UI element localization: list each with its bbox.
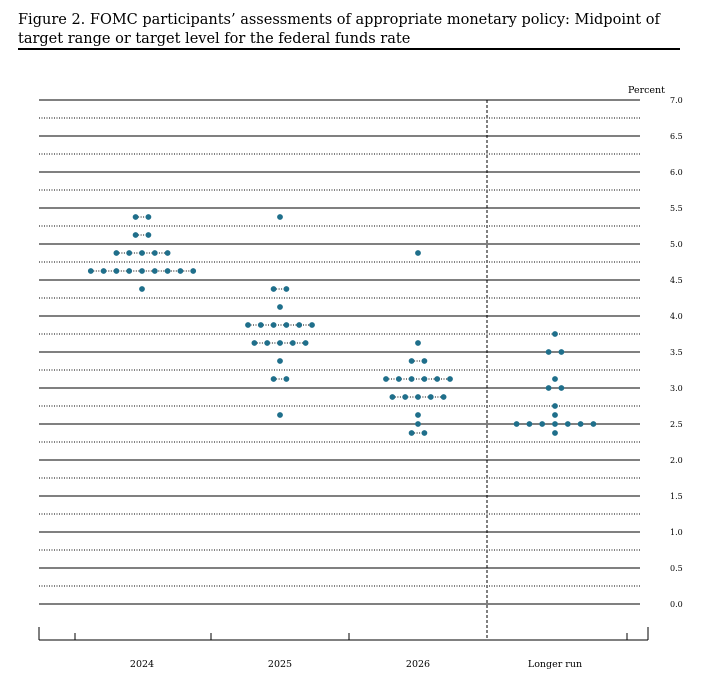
y-tick-label: 5.5 — [670, 204, 683, 213]
participant-dot — [126, 250, 133, 256]
participant-dot — [440, 394, 447, 400]
participant-dot — [558, 349, 565, 355]
y-tick-label: 1.5 — [670, 492, 683, 501]
participant-dot — [145, 214, 152, 220]
participant-dot — [545, 349, 552, 355]
participant-dot — [383, 376, 389, 382]
participant-dot — [270, 322, 277, 328]
participant-dot — [126, 268, 133, 274]
x-category-label: 2025 — [268, 659, 292, 670]
participant-dot — [526, 421, 533, 427]
participant-dot — [421, 376, 428, 382]
participant-dot — [100, 268, 107, 274]
participant-dot — [145, 232, 152, 238]
participant-dot — [402, 394, 409, 400]
participant-dot — [447, 376, 453, 382]
participant-dot — [277, 358, 283, 364]
x-category-label: 2026 — [406, 659, 430, 670]
participant-dot — [415, 412, 421, 418]
participant-dot — [151, 268, 158, 274]
participant-dot — [408, 358, 415, 364]
participant-dot — [164, 250, 171, 256]
participant-dot — [427, 394, 434, 400]
participant-dot — [395, 376, 402, 382]
participant-dot — [539, 421, 546, 427]
y-tick-label: 7.0 — [670, 96, 683, 105]
participant-dot — [552, 331, 558, 337]
participant-dot — [113, 250, 120, 256]
participant-dot — [87, 268, 94, 274]
participant-dot — [164, 268, 171, 274]
participant-dot — [139, 286, 145, 292]
y-tick-label: 6.0 — [670, 168, 683, 177]
participant-dot — [151, 250, 158, 256]
participant-dot — [277, 304, 283, 310]
participant-dot — [434, 376, 441, 382]
y-axis-unit-label: Percent — [628, 85, 665, 96]
participant-dot — [296, 322, 303, 328]
y-tick-label: 3.5 — [670, 348, 683, 357]
y-tick-label: 0.0 — [670, 600, 683, 609]
participant-dot — [309, 322, 315, 328]
participant-dot — [283, 286, 290, 292]
participant-dot — [264, 340, 271, 346]
participant-dot — [277, 340, 283, 346]
x-category-label: 2024 — [130, 659, 154, 670]
y-tick-label: 6.5 — [670, 132, 683, 141]
participant-dot — [283, 322, 290, 328]
participant-dot — [132, 232, 139, 238]
participant-dot — [421, 430, 428, 436]
participant-dot — [415, 421, 421, 427]
participant-dot — [190, 268, 197, 274]
participant-dot — [552, 376, 558, 382]
y-tick-label: 2.5 — [670, 420, 683, 429]
participant-dot — [415, 394, 421, 400]
participant-dot — [302, 340, 309, 346]
participant-dot — [283, 376, 290, 382]
participant-dot — [564, 421, 571, 427]
figure-title: Figure 2. FOMC participants’ assessments… — [18, 12, 660, 47]
participant-dot — [289, 340, 296, 346]
y-tick-label: 5.0 — [670, 240, 683, 249]
participant-dot — [552, 421, 558, 427]
participant-dot — [245, 322, 251, 328]
title-rule — [18, 48, 680, 50]
participant-dot — [277, 214, 283, 220]
participant-dot — [177, 268, 184, 274]
participant-dot — [257, 322, 264, 328]
participant-dot — [421, 358, 428, 364]
y-tick-label: 4.0 — [670, 312, 683, 321]
participant-dot — [558, 385, 565, 391]
participant-dot — [408, 376, 415, 382]
participant-dot — [251, 340, 258, 346]
y-tick-label: 0.5 — [670, 564, 683, 573]
y-tick-label: 3.0 — [670, 384, 683, 393]
x-category-label: Longer run — [528, 659, 582, 670]
participant-dot — [139, 250, 145, 256]
participant-dot — [415, 250, 421, 256]
participant-dot — [590, 421, 597, 427]
participant-dot — [132, 214, 139, 220]
participant-dot — [552, 412, 558, 418]
y-tick-label: 1.0 — [670, 528, 683, 537]
participant-dot — [513, 421, 520, 427]
participant-dot — [577, 421, 584, 427]
participant-dot — [113, 268, 120, 274]
participant-dot — [389, 394, 396, 400]
participant-dot — [545, 385, 552, 391]
participant-dot — [270, 286, 277, 292]
participant-dot — [139, 268, 145, 274]
participant-dot — [277, 412, 283, 418]
y-tick-label: 2.0 — [670, 456, 683, 465]
participant-dot — [552, 403, 558, 409]
participant-dot — [415, 340, 421, 346]
participant-dot — [408, 430, 415, 436]
y-tick-label: 4.5 — [670, 276, 683, 285]
participant-dot — [270, 376, 277, 382]
participant-dot — [552, 430, 558, 436]
